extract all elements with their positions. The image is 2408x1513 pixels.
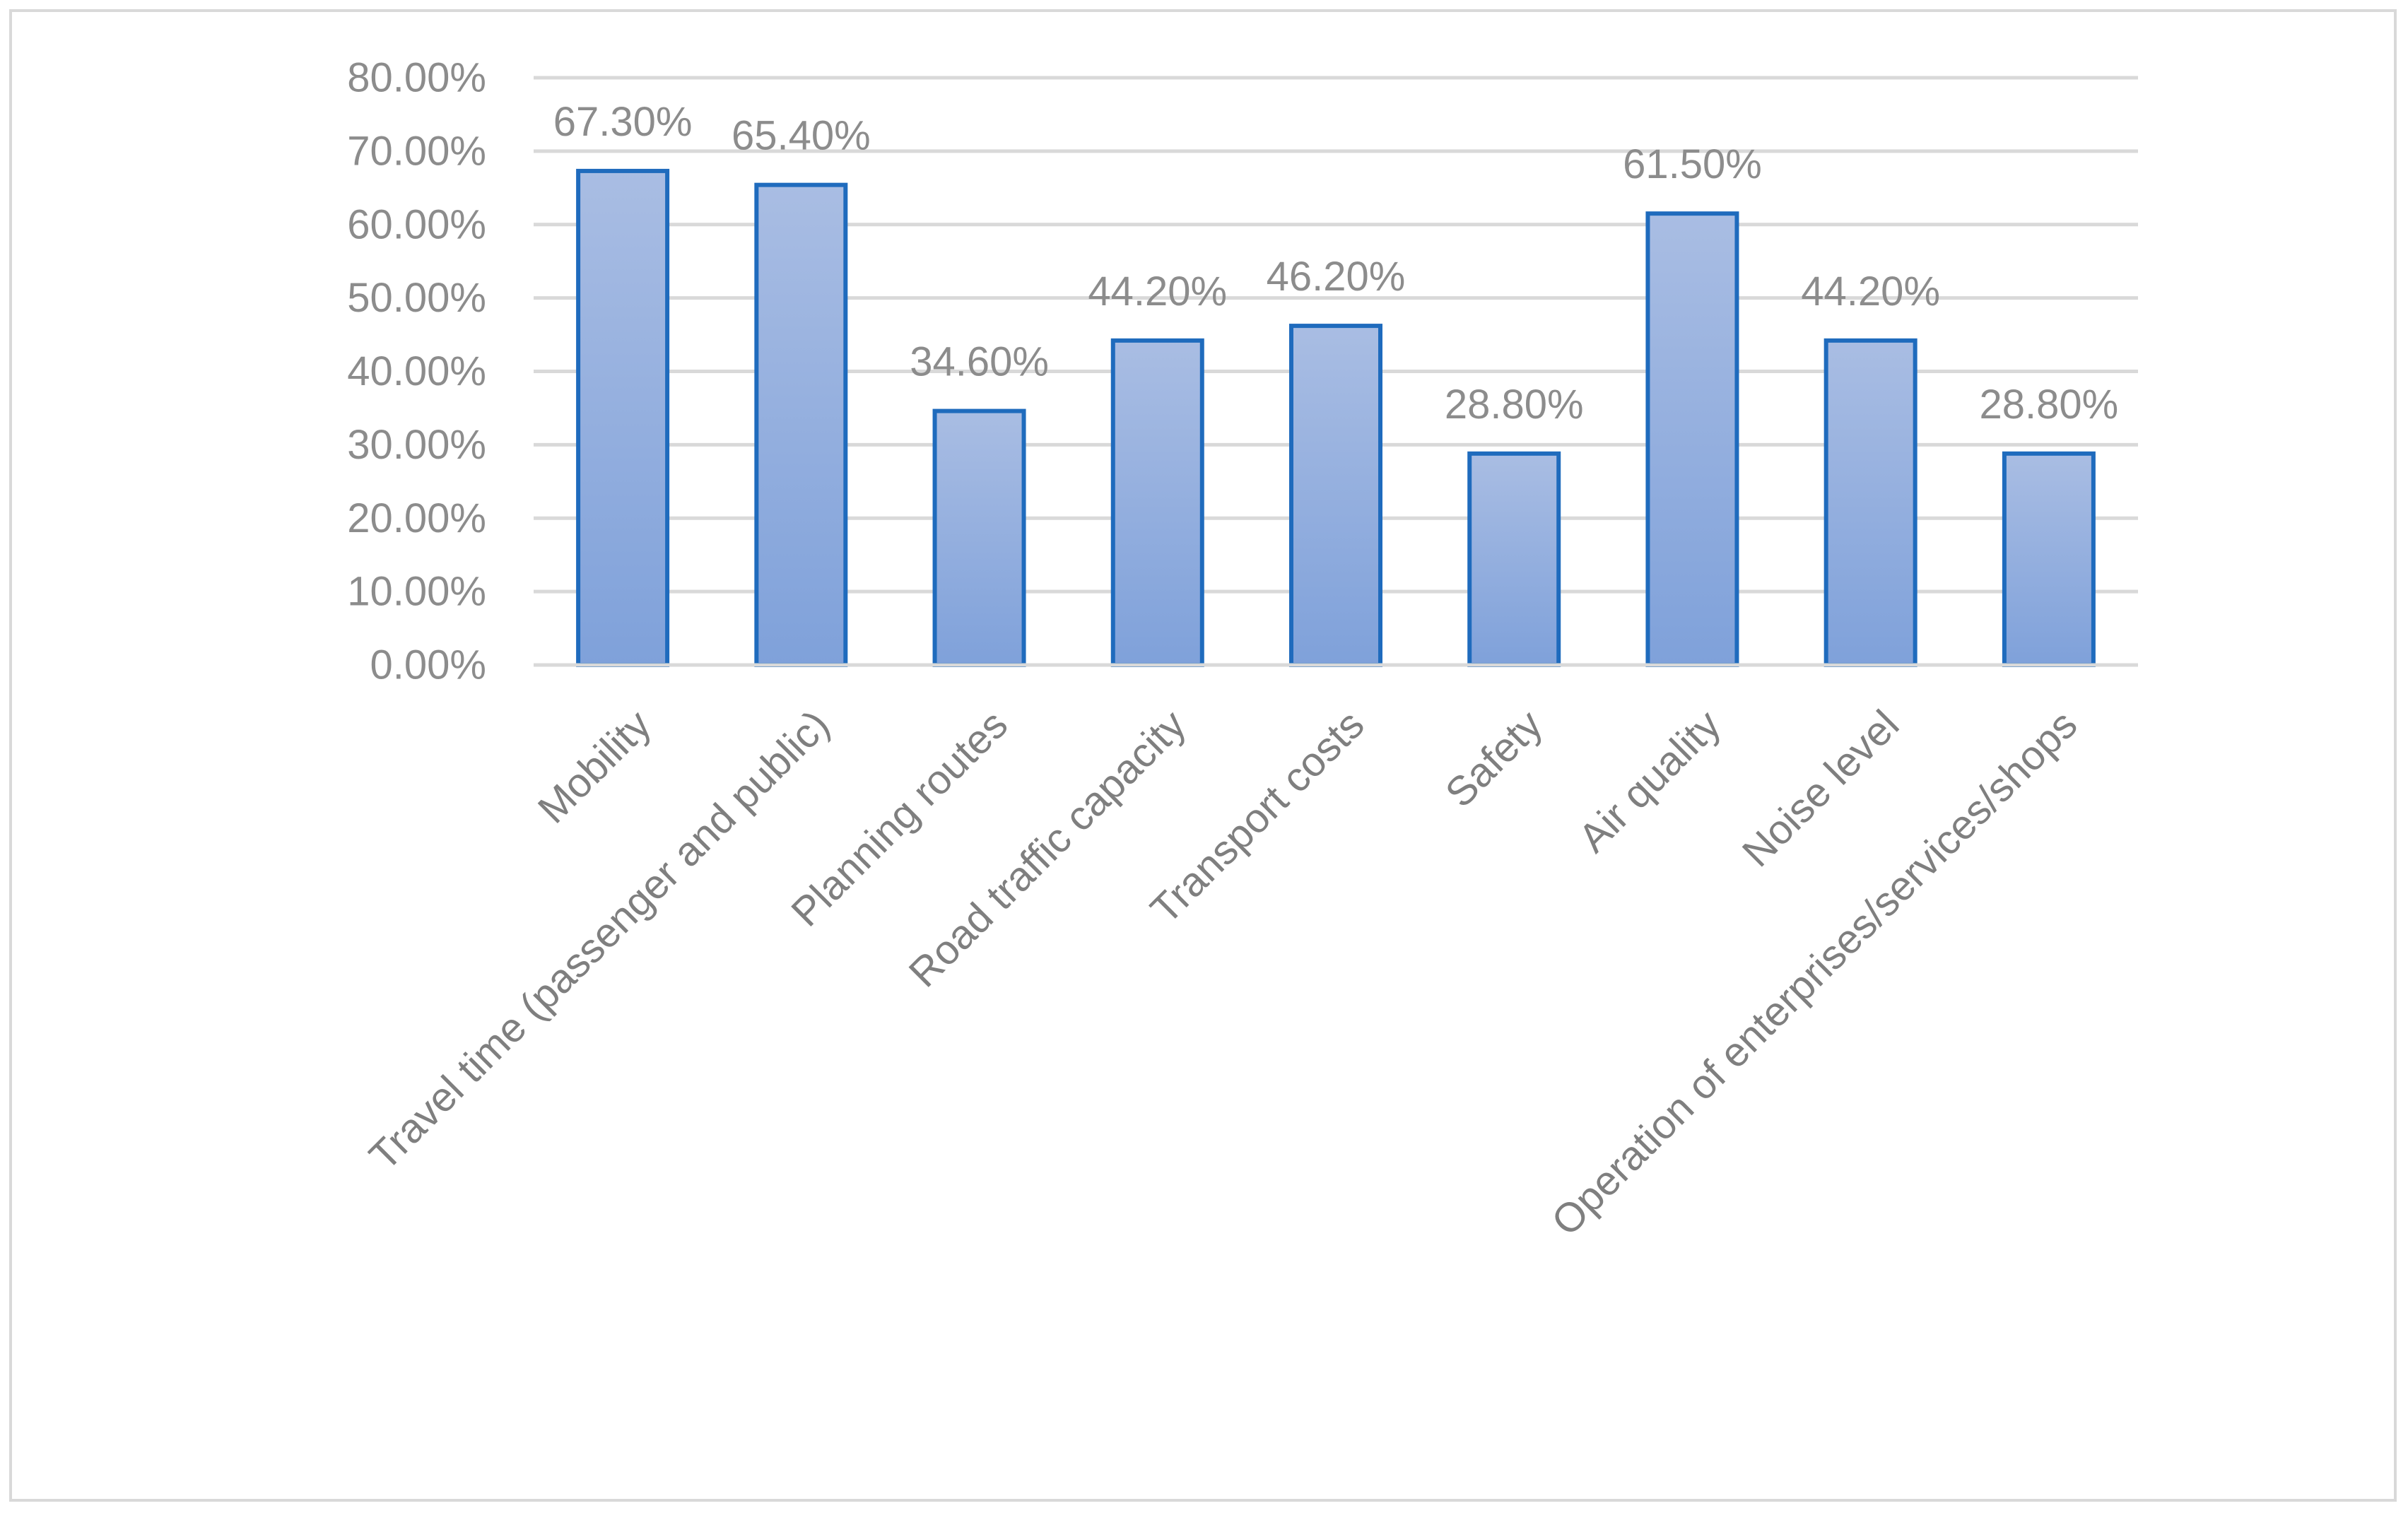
category-label: Mobility	[529, 702, 660, 832]
data-label: 28.80%	[1445, 382, 1584, 428]
bar	[576, 168, 670, 667]
bars	[576, 168, 2096, 668]
bar	[1823, 338, 1917, 667]
data-label: 44.20%	[1088, 269, 1227, 314]
data-label: 67.30%	[553, 99, 693, 145]
y-tick-label: 60.00%	[347, 201, 486, 247]
bar	[2002, 451, 2096, 668]
data-label: 44.20%	[1801, 269, 1940, 314]
data-label: 34.60%	[910, 339, 1049, 385]
bar	[1110, 338, 1204, 667]
chart-frame	[9, 9, 2397, 1502]
y-tick-label: 70.00%	[347, 128, 486, 174]
data-label: 61.50%	[1623, 141, 1762, 187]
data-label: 65.40%	[732, 113, 871, 159]
bar	[754, 182, 848, 668]
data-labels: 67.30% 65.40% 34.60% 44.20% 46.20% 28.80% 61.5…	[553, 99, 2118, 428]
y-tick-label: 80.00%	[347, 55, 486, 101]
y-tick-label: 40.00%	[347, 348, 486, 394]
category-label: Air quality	[1570, 702, 1729, 861]
category-label: Noise level	[1734, 702, 1908, 876]
y-axis-tick-labels: 0.00% 10.00% 20.00% 30.00% 40.00% 50.00% 60.00…	[347, 55, 486, 688]
y-tick-label: 10.00%	[347, 569, 486, 615]
y-tick-label: 50.00%	[347, 275, 486, 321]
y-tick-label: 0.00%	[370, 642, 486, 688]
bar	[1467, 451, 1561, 668]
y-tick-label: 20.00%	[347, 495, 486, 541]
data-label: 28.80%	[1980, 382, 2119, 428]
data-label: 46.20%	[1267, 254, 1406, 300]
y-tick-label: 30.00%	[347, 422, 486, 468]
bar	[932, 408, 1026, 668]
bar	[1645, 211, 1739, 667]
bar	[1289, 324, 1382, 667]
category-label: Safety	[1437, 702, 1551, 816]
